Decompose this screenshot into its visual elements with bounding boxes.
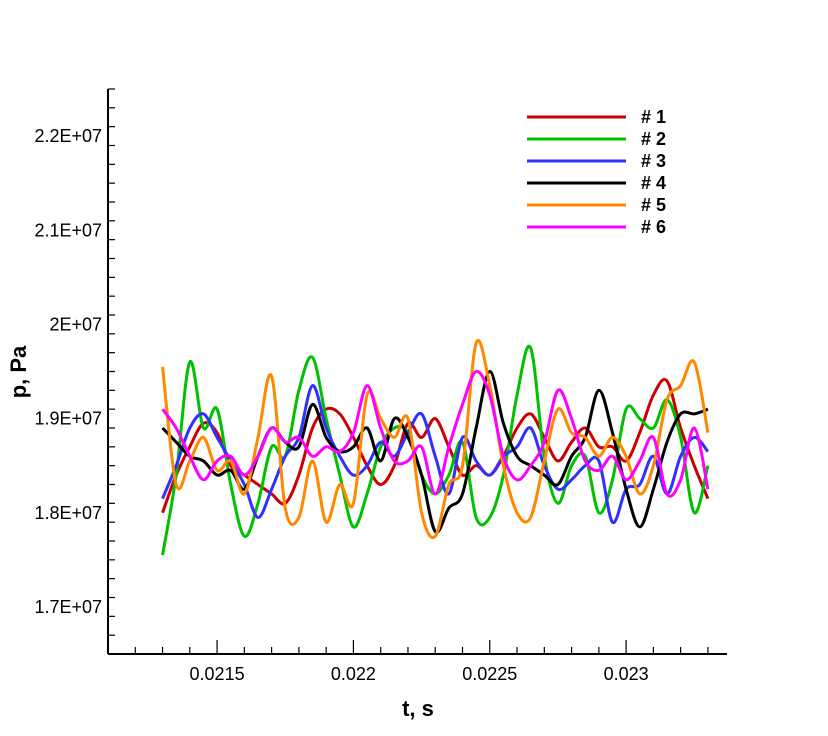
y-tick-label: 2.2E+07 [34,126,102,146]
y-tick-label: 2E+07 [49,314,102,334]
series-line-6 [161,369,710,498]
tick-labels: 1.7E+07 1.8E+07 1.9E+07 2E+07 2.1E+07 2.2E+07… [34,126,648,684]
x-tick-label: 0.0215 [190,664,245,684]
y-tick-label: 1.7E+07 [34,597,102,617]
y-tick-label: 1.9E+07 [34,409,102,429]
series-line-3 [161,384,710,524]
series-layer [161,339,710,556]
ticks [107,88,709,655]
y-tick-label: 2.1E+07 [34,220,102,240]
legend-label-5: # 5 [641,195,666,215]
y-tick-label: 1.8E+07 [34,503,102,523]
legend-label-3: # 3 [641,151,666,171]
legend-label-6: # 6 [641,217,666,237]
series-line-4 [161,369,709,534]
x-tick-label: 0.023 [604,664,649,684]
legend-label-4: # 4 [641,173,666,193]
axes [107,89,727,655]
legend: # 1# 2# 3# 4# 5# 6 [527,107,666,237]
legend-label-2: # 2 [641,129,666,149]
y-axis-title: p, Pa [6,345,31,398]
series-line-2 [161,344,710,556]
x-tick-label: 0.022 [331,664,376,684]
legend-label-1: # 1 [641,107,666,127]
x-axis-title: t, s [402,696,434,721]
x-tick-label: 0.0225 [462,664,517,684]
series-line-5 [161,339,710,539]
